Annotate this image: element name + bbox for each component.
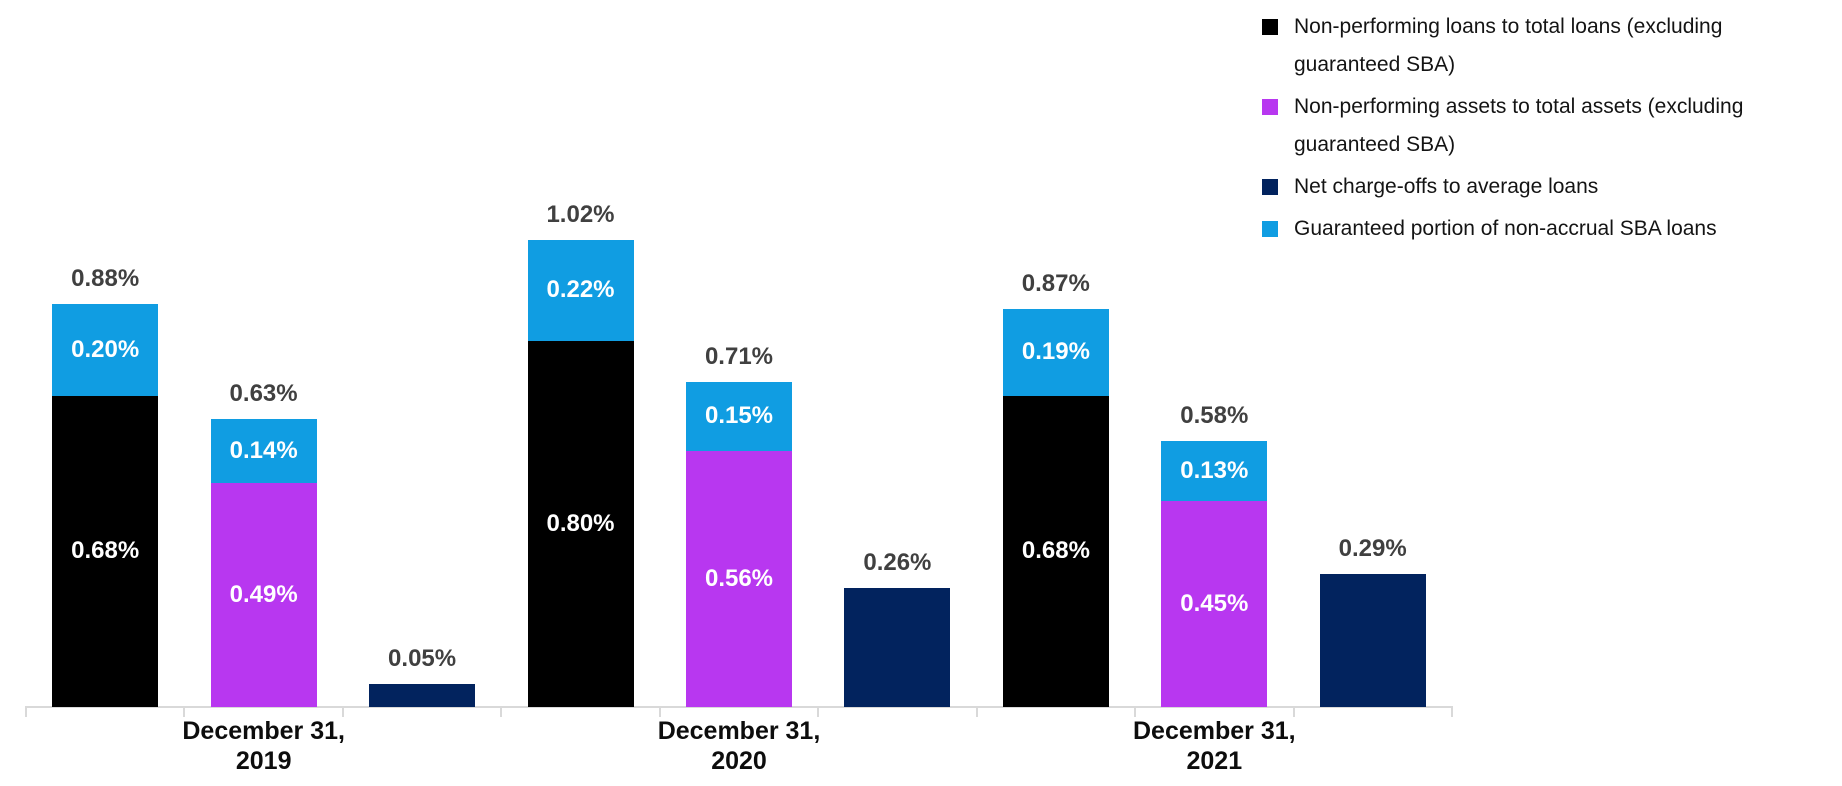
bar: 0.80% 0.22%	[527, 239, 634, 707]
x-axis-tick	[1134, 706, 1137, 717]
x-axis-tick	[1451, 706, 1453, 717]
bar-segment-npl: 0.80%	[527, 340, 634, 707]
x-axis-tick	[25, 706, 27, 717]
legend-item-label: Non-performing loans to total loans (exc…	[1294, 15, 1723, 76]
bar-segment-nco	[844, 587, 951, 707]
bar-segment-sba: 0.13%	[1161, 441, 1268, 501]
bar-total-label: 0.58%	[1180, 402, 1249, 430]
x-axis-tick	[658, 706, 661, 717]
legend-item: Guaranteed portion of non-accrual SBA lo…	[1262, 210, 1792, 248]
bar	[369, 684, 476, 707]
bar-segment-sba: 0.22%	[527, 239, 634, 341]
segment-value-label: 0.45%	[1180, 589, 1249, 617]
legend-item-label: Non-performing assets to total assets (e…	[1294, 95, 1744, 156]
legend-swatch-npl	[1262, 19, 1278, 35]
bar-total-label: 0.71%	[704, 342, 774, 370]
bar-segment-nco	[1319, 574, 1426, 707]
segment-value-label: 0.19%	[1021, 338, 1090, 366]
legend-item-label: Net charge-offs to average loans	[1294, 175, 1599, 198]
bar: 0.49% 0.14%	[210, 418, 317, 707]
bar-segment-sba: 0.15%	[686, 381, 792, 451]
segment-value-label: 0.80%	[546, 509, 615, 537]
legend-item-label: Guaranteed portion of non-accrual SBA lo…	[1294, 217, 1717, 240]
bar-total-label: 0.26%	[863, 548, 932, 576]
bar-segment-npa: 0.45%	[1161, 500, 1268, 707]
bar: 0.68% 0.20%	[52, 304, 159, 707]
bar-total-label: 0.05%	[388, 645, 457, 673]
bar-total-label: 0.87%	[1021, 269, 1090, 297]
bar-segment-sba: 0.20%	[52, 304, 159, 396]
segment-value-label: 0.56%	[704, 564, 774, 592]
bar: 0.56% 0.15%	[686, 381, 792, 707]
bar-segment-nco	[369, 684, 476, 707]
x-axis-line	[26, 706, 1452, 708]
legend-item: Net charge-offs to average loans	[1262, 168, 1792, 206]
x-axis-tick	[975, 706, 978, 717]
bar-total-label: 0.63%	[229, 379, 298, 407]
legend-swatch-npa	[1262, 99, 1278, 115]
segment-value-label: 0.13%	[1180, 457, 1249, 485]
segment-value-label: 0.14%	[229, 436, 298, 464]
segment-value-label: 0.49%	[229, 580, 298, 608]
legend-swatch-sba	[1262, 221, 1278, 237]
segment-value-label: 0.68%	[71, 537, 140, 565]
bar-segment-npa: 0.56%	[686, 450, 792, 707]
legend-item: Non-performing assets to total assets (e…	[1262, 88, 1792, 164]
bar	[1319, 574, 1426, 707]
x-axis-tick	[1292, 706, 1295, 717]
segment-value-label: 0.15%	[704, 402, 774, 430]
x-axis-tick	[183, 706, 186, 717]
bar-total-label: 0.88%	[71, 265, 140, 292]
bar: 0.68% 0.19%	[1002, 308, 1109, 707]
bar-segment-npl: 0.68%	[1002, 395, 1109, 707]
x-axis-category-label: December 31, 2020	[657, 717, 821, 775]
x-axis-tick	[500, 706, 503, 717]
bar-total-label: 1.02%	[546, 200, 615, 228]
legend-item: Non-performing loans to total loans (exc…	[1262, 8, 1792, 84]
bar-segment-sba: 0.19%	[1002, 308, 1109, 396]
x-axis-category-label: December 31, 2019	[182, 717, 345, 775]
bar-total-label: 0.29%	[1338, 535, 1407, 563]
x-axis-tick	[817, 706, 820, 717]
x-axis-category-label: December 31, 2021	[1132, 717, 1296, 775]
segment-value-label: 0.68%	[1021, 537, 1090, 565]
bar-segment-npa: 0.49%	[210, 482, 317, 707]
legend: Non-performing loans to total loans (exc…	[1262, 8, 1792, 252]
segment-value-label: 0.22%	[546, 276, 615, 304]
bar	[844, 587, 951, 707]
legend-swatch-nco	[1262, 179, 1278, 195]
bar-segment-npl: 0.68%	[52, 395, 159, 707]
bar-segment-sba: 0.14%	[210, 418, 317, 483]
bar: 0.45% 0.13%	[1161, 441, 1268, 707]
x-axis-tick	[341, 706, 344, 717]
segment-value-label: 0.20%	[71, 335, 140, 363]
